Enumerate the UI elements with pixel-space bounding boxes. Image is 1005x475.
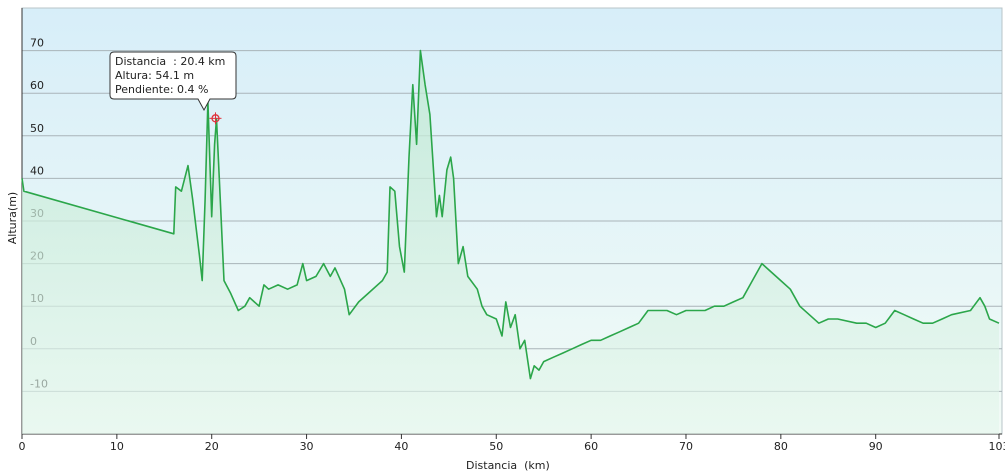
tooltip-line: Altura: 54.1 m [115,69,194,82]
x-tick-label: 20 [205,440,219,453]
x-tick-label: 103 [989,440,1005,453]
tooltip-line: Distancia : 20.4 km [115,55,225,68]
x-tick-label: 30 [300,440,314,453]
area [22,50,999,434]
x-tick-label: 50 [489,440,503,453]
x-tick-label: 70 [679,440,693,453]
y-tick-label: 60 [30,79,44,92]
x-axis-label: Distancia (km) [466,459,550,472]
x-tick-label: 90 [869,440,883,453]
y-tick-label: 40 [30,164,44,177]
line [21,49,1000,380]
tooltip-box [109,51,237,112]
y-axis-label: Altura(m) [6,192,19,244]
y-tick-label: 70 [30,37,44,50]
x-tick-label: 60 [584,440,598,453]
y-tick-label: 50 [30,122,44,135]
x-tick-label: 10 [110,440,124,453]
x-tick-label: 0 [19,440,26,453]
tooltip-line: Pendiente: 0.4 % [115,83,208,96]
x-tick-label: 80 [774,440,788,453]
x-tick-label: 40 [394,440,408,453]
